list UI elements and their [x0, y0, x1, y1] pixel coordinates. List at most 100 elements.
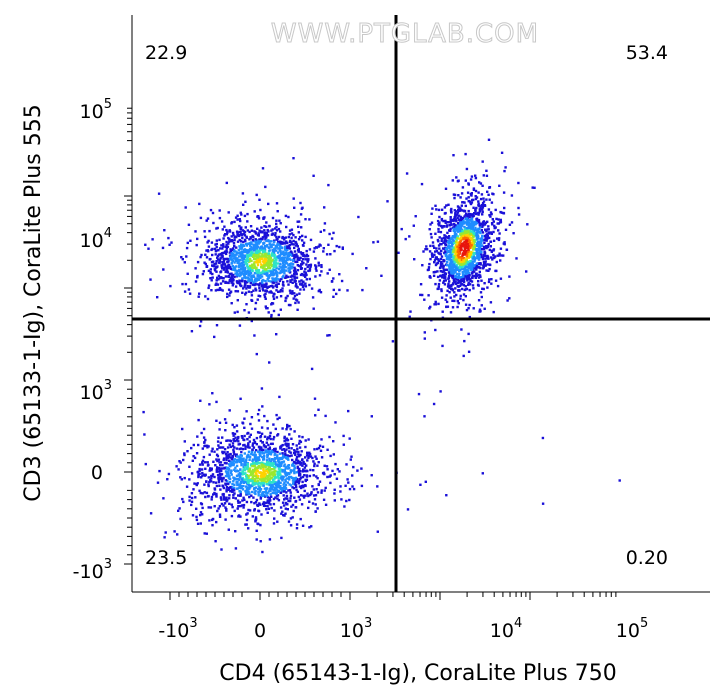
x-tick-label: 0	[254, 620, 266, 642]
event-dot	[185, 246, 189, 250]
event-dot	[283, 514, 286, 517]
event-dot	[220, 264, 223, 267]
event-dot	[453, 209, 456, 212]
event-dot	[256, 283, 260, 286]
event-dot	[253, 479, 257, 483]
event-dot	[217, 479, 221, 482]
event-dot	[269, 489, 272, 492]
event-dot	[298, 280, 301, 283]
event-dot	[478, 255, 481, 258]
event-dot	[217, 253, 221, 256]
event-dot	[223, 225, 226, 228]
event-dot	[438, 279, 442, 282]
event-dot	[468, 225, 472, 228]
event-dot	[234, 272, 237, 275]
event-dot	[282, 269, 286, 273]
event-dot	[271, 458, 274, 461]
event-dot	[265, 459, 269, 462]
event-dot	[208, 453, 211, 456]
event-dot	[308, 264, 311, 267]
event-dot	[270, 291, 273, 294]
event-dot	[256, 256, 259, 259]
event-dot	[301, 239, 304, 242]
event-dot	[287, 275, 290, 279]
event-dot	[211, 276, 214, 279]
event-dot	[266, 474, 269, 478]
event-dot	[192, 455, 195, 458]
event-dot	[412, 224, 415, 227]
event-dot	[190, 472, 194, 475]
event-dot	[244, 523, 247, 526]
event-dot	[243, 284, 247, 287]
event-dot	[303, 270, 306, 273]
event-dot	[250, 246, 253, 249]
event-dot	[426, 268, 430, 272]
event-dot	[253, 262, 256, 266]
event-dot	[262, 481, 266, 485]
event-dot	[231, 274, 234, 277]
event-dot	[286, 294, 289, 298]
event-dot	[275, 285, 279, 289]
event-dot	[239, 492, 242, 496]
event-dot	[228, 481, 232, 484]
event-dot	[287, 489, 290, 492]
event-dot	[220, 473, 224, 476]
quadrant-lower-right-percent: 0.20	[626, 547, 668, 569]
event-dot	[167, 472, 171, 476]
event-dot	[249, 264, 252, 268]
event-dot	[259, 208, 262, 212]
event-dot	[444, 298, 447, 301]
event-dot	[452, 258, 455, 261]
event-dot	[506, 299, 509, 302]
event-dot	[238, 324, 242, 327]
event-dot	[482, 264, 485, 267]
event-dot	[232, 451, 235, 454]
event-dot	[478, 230, 482, 233]
event-dot	[273, 480, 276, 483]
event-dot	[320, 270, 323, 273]
event-dot	[224, 479, 227, 482]
event-dot	[221, 280, 225, 283]
event-dot	[208, 469, 211, 472]
event-dot	[467, 238, 471, 242]
event-dot	[275, 265, 278, 268]
event-dot	[288, 489, 292, 492]
event-dot	[469, 213, 472, 217]
event-dot	[251, 483, 255, 486]
event-dot	[308, 248, 312, 251]
event-dot	[257, 278, 260, 282]
event-dot	[246, 269, 249, 273]
event-dot	[348, 498, 351, 502]
event-dot	[246, 284, 249, 288]
event-dot	[481, 256, 485, 259]
event-dot	[467, 251, 470, 254]
event-dot	[281, 264, 284, 267]
event-dot	[459, 196, 462, 199]
event-dot	[236, 234, 239, 237]
event-dot	[256, 487, 260, 491]
event-dot	[480, 203, 484, 207]
event-dot	[476, 254, 479, 258]
event-dot	[237, 501, 240, 504]
event-dot	[457, 281, 460, 284]
event-dot	[147, 247, 150, 250]
event-dot	[315, 269, 318, 272]
event-dot	[284, 480, 287, 483]
event-dot	[370, 415, 373, 418]
event-dot	[469, 251, 472, 254]
event-dot	[235, 447, 239, 450]
event-dot	[499, 259, 502, 262]
event-dot	[462, 275, 465, 278]
event-dot	[282, 260, 285, 264]
event-dot	[248, 279, 252, 282]
event-dot	[211, 253, 214, 257]
event-dot	[283, 242, 286, 245]
event-dot	[475, 231, 479, 235]
event-dot	[481, 287, 484, 290]
event-dot	[234, 290, 237, 293]
event-dot	[200, 431, 203, 435]
event-dot	[314, 275, 317, 278]
event-dot	[292, 259, 295, 262]
event-dot	[278, 245, 282, 248]
event-dot	[459, 222, 462, 226]
